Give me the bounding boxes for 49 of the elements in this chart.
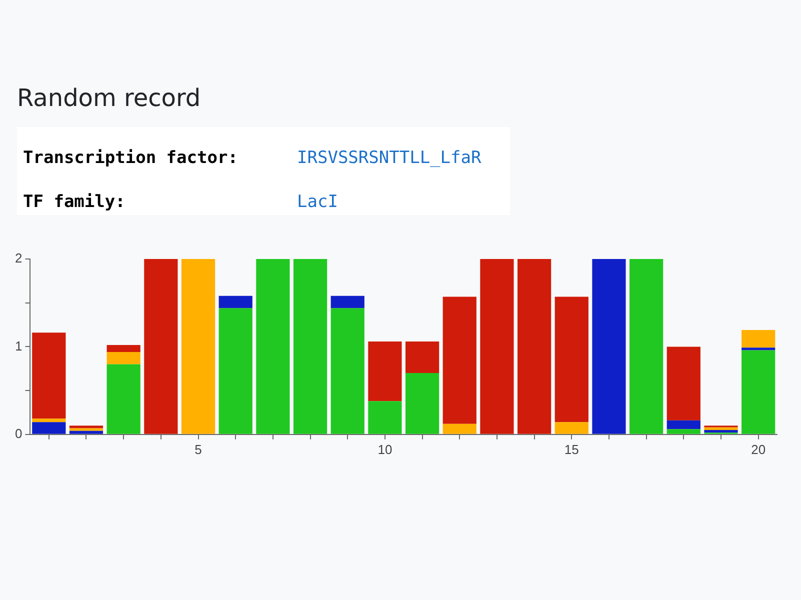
bar [218, 308, 252, 434]
bar [442, 296, 476, 424]
bar [256, 259, 290, 434]
bar [293, 259, 328, 434]
x-tick-label: 10 [378, 442, 392, 457]
bar [405, 373, 440, 434]
text: LacI [296, 191, 339, 214]
bar [32, 418, 66, 422]
bar [368, 401, 402, 434]
bar [69, 430, 104, 434]
bar [517, 259, 552, 434]
bar [69, 426, 104, 428]
bar [330, 308, 364, 434]
bar [630, 259, 664, 434]
bar [106, 352, 140, 364]
text: IRSVSSRSNTTLL_LfaR [296, 147, 482, 170]
bar [32, 422, 66, 434]
bar [405, 341, 440, 374]
bar [218, 296, 252, 308]
bar [554, 296, 588, 422]
x-tick-label: 5 [194, 442, 202, 457]
bar [330, 296, 364, 308]
bar [704, 427, 738, 430]
text: Transcription factor: [22, 147, 239, 170]
chart-title: Random record [17, 84, 201, 112]
bar [742, 330, 776, 348]
bar [742, 348, 776, 350]
y-tick-label: 0 [14, 426, 22, 441]
bar [144, 259, 178, 434]
bar [704, 430, 738, 433]
bar [442, 424, 476, 434]
bar [181, 259, 216, 434]
bar [106, 344, 140, 352]
y-tick-label: 1 [14, 338, 22, 354]
bar [32, 332, 66, 419]
bar [592, 259, 626, 434]
y-tick-label: 2 [14, 250, 22, 266]
bar [666, 429, 700, 434]
bar [480, 259, 514, 434]
bar [554, 422, 588, 434]
bar [666, 346, 700, 420]
bar [106, 364, 140, 434]
bar [742, 350, 776, 434]
bar [69, 428, 104, 431]
text: TF family: [22, 191, 126, 214]
bar [368, 341, 402, 402]
x-tick-label: 15 [564, 442, 579, 457]
x-tick-label: 20 [751, 442, 766, 457]
bar [666, 420, 700, 430]
